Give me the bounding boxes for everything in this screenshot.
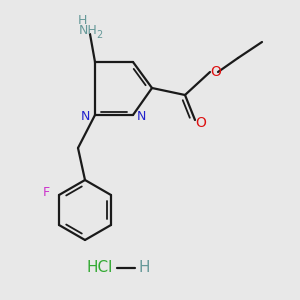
Text: F: F (43, 187, 50, 200)
Text: H: H (77, 14, 87, 26)
Text: 2: 2 (96, 30, 102, 40)
Text: HCl: HCl (87, 260, 113, 275)
Text: O: O (211, 65, 221, 79)
Text: H: H (138, 260, 150, 275)
Text: NH: NH (79, 25, 98, 38)
Text: O: O (196, 116, 206, 130)
Text: N: N (81, 110, 90, 122)
Text: N: N (137, 110, 146, 122)
